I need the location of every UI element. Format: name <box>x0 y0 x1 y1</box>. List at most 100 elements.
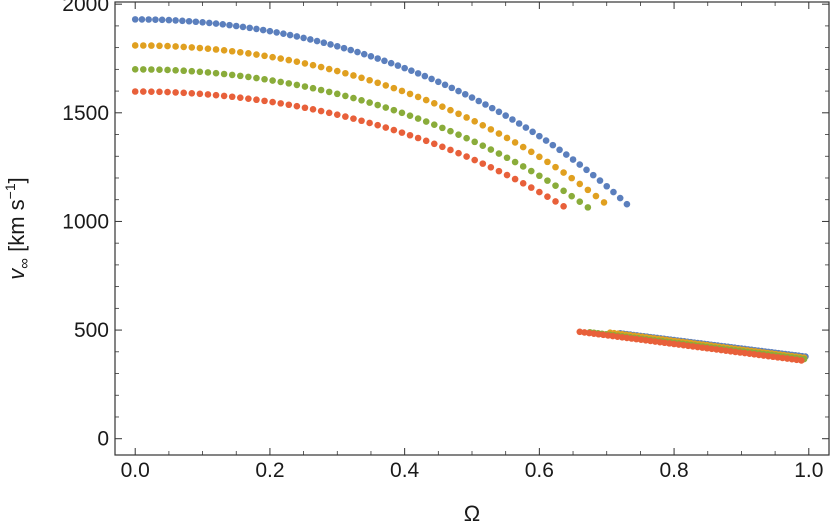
data-point <box>245 95 252 102</box>
data-point <box>204 91 212 98</box>
data-point <box>603 182 611 190</box>
data-point <box>487 146 495 153</box>
data-point <box>212 91 220 99</box>
data-point <box>463 114 470 121</box>
data-point <box>158 16 166 24</box>
y-axis-label-var: v <box>4 267 29 280</box>
data-point <box>503 154 511 162</box>
series-4 <box>131 88 805 364</box>
data-points <box>131 16 809 364</box>
data-point <box>360 50 368 58</box>
data-point <box>188 44 196 51</box>
data-point <box>374 79 382 87</box>
data-point <box>196 44 204 52</box>
data-point <box>196 90 204 98</box>
data-point <box>382 104 390 111</box>
data-point <box>447 127 454 135</box>
data-point <box>495 150 503 157</box>
data-point <box>285 101 293 109</box>
data-point <box>333 90 341 98</box>
data-point <box>544 177 551 184</box>
data-point <box>503 171 511 179</box>
y-tick-label: 1500 <box>62 102 109 125</box>
data-point <box>552 163 559 171</box>
data-point <box>487 126 495 133</box>
data-point <box>560 169 567 176</box>
data-point <box>327 41 334 48</box>
data-point <box>236 48 244 56</box>
data-point <box>406 131 414 139</box>
data-point <box>261 97 268 105</box>
data-point <box>333 111 341 118</box>
data-point <box>509 116 516 123</box>
data-point <box>204 45 212 53</box>
data-point <box>293 81 301 89</box>
data-point <box>542 137 550 144</box>
data-point <box>568 192 575 200</box>
data-point <box>266 27 274 35</box>
y-axis-label-sup: −1 <box>2 183 18 199</box>
data-point <box>479 160 487 167</box>
data-point <box>139 88 147 95</box>
data-point <box>277 55 285 62</box>
data-point <box>325 88 333 96</box>
data-point <box>164 42 171 50</box>
data-point <box>560 203 567 210</box>
x-tick-label: 1.0 <box>794 459 823 482</box>
data-point <box>220 92 228 100</box>
data-point <box>301 83 309 90</box>
x-tick-label: 0.0 <box>121 459 150 482</box>
data-point <box>390 84 398 92</box>
data-point <box>350 115 357 122</box>
data-point <box>414 70 422 77</box>
data-point <box>475 97 483 105</box>
data-point <box>204 69 212 76</box>
data-point <box>544 158 551 166</box>
data-point <box>527 184 535 191</box>
data-point <box>246 24 254 32</box>
data-point <box>560 187 567 195</box>
data-point <box>515 120 523 127</box>
y-tick-label: 0 <box>97 428 109 451</box>
data-point <box>568 174 575 182</box>
x-tick-label: 0.6 <box>525 459 554 482</box>
data-point <box>325 109 333 117</box>
data-point <box>164 88 171 96</box>
data-point <box>165 16 173 24</box>
data-point <box>212 69 220 77</box>
y-tick-label: 500 <box>74 319 109 342</box>
data-point <box>366 119 373 127</box>
axis-ticks: 0.0 0.2 0.4 0.6 0.8 1.0 0 500 1000 1500 2000 <box>62 0 829 482</box>
data-point <box>495 108 503 116</box>
data-point <box>549 141 557 149</box>
data-point <box>447 106 454 114</box>
data-point <box>511 175 519 183</box>
data-point <box>441 81 449 89</box>
x-tick-label: 0.2 <box>255 459 284 482</box>
data-point <box>439 143 446 151</box>
data-point <box>527 148 535 156</box>
y-tick-label: 2000 <box>62 0 109 16</box>
data-point <box>342 92 349 100</box>
series-2 <box>131 42 808 362</box>
data-point <box>145 16 152 23</box>
data-point <box>430 140 438 148</box>
data-point <box>374 55 382 62</box>
data-point <box>269 77 276 84</box>
data-point <box>220 47 228 54</box>
data-point <box>156 88 163 96</box>
data-point <box>226 21 233 29</box>
data-point <box>317 86 325 94</box>
data-point <box>406 112 414 119</box>
data-point <box>398 109 406 117</box>
data-point <box>180 43 188 51</box>
data-point <box>245 50 252 57</box>
data-point <box>333 42 341 50</box>
data-point <box>366 99 373 106</box>
data-point <box>406 90 414 98</box>
data-point <box>212 46 220 53</box>
data-point <box>172 17 179 24</box>
data-point <box>188 89 196 97</box>
data-point <box>313 37 321 45</box>
data-point <box>199 19 206 26</box>
